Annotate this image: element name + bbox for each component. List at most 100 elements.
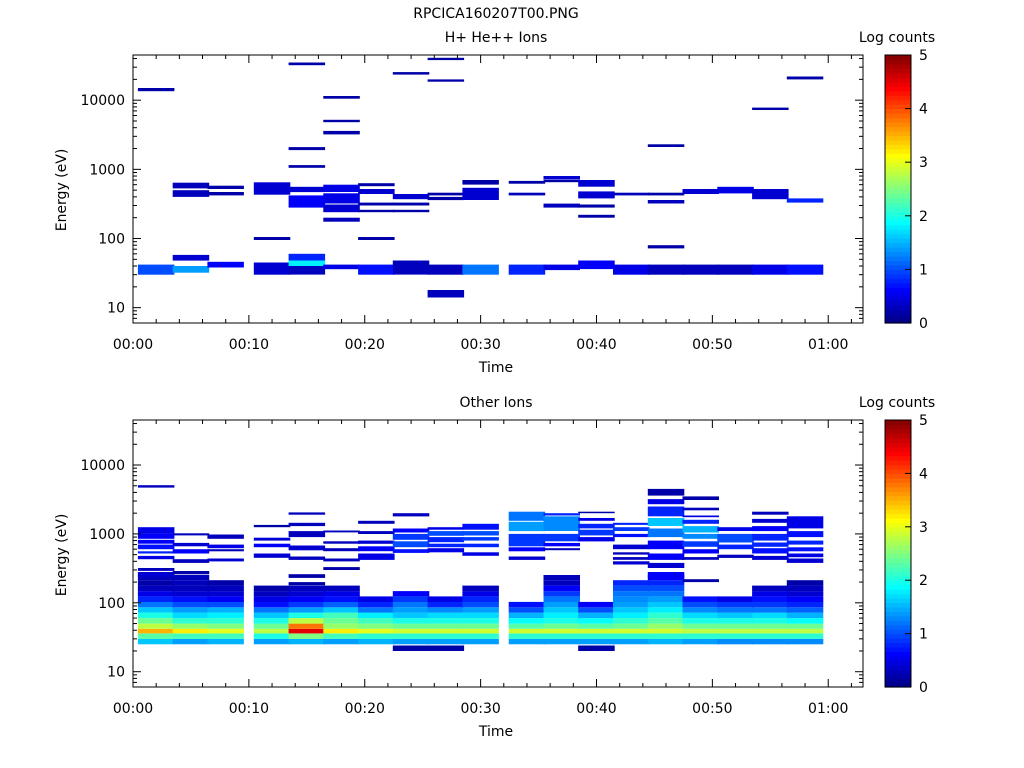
- colorbar-swatch: [885, 424, 911, 430]
- heatmap-cell: [786, 531, 824, 538]
- heatmap-cell: [717, 596, 754, 602]
- heatmap-cell: [253, 601, 291, 608]
- heatmap-cell: [543, 264, 580, 271]
- colorbar-swatch: [885, 59, 911, 65]
- heatmap-cell: [358, 612, 395, 619]
- colorbar-swatch: [885, 309, 911, 315]
- heatmap-cell: [508, 521, 546, 532]
- heatmap-cell: [647, 192, 685, 196]
- colorbar-swatch: [885, 189, 911, 195]
- y-tick-label: 100: [98, 596, 125, 612]
- heatmap-cell: [137, 601, 175, 608]
- colorbar-swatch: [885, 220, 911, 226]
- heatmap-cell: [647, 612, 685, 619]
- colorbar-swatch: [885, 433, 911, 439]
- heatmap-cell: [427, 612, 465, 619]
- heatmap-cell: [543, 575, 580, 581]
- heatmap-cell: [288, 623, 326, 629]
- colorbar-tick-label: 3: [919, 155, 928, 171]
- heatmap-cell: [288, 556, 326, 560]
- colorbar-swatch: [885, 166, 911, 172]
- heatmap-cell: [137, 596, 175, 602]
- colorbar-swatch: [885, 553, 911, 559]
- heatmap-cell: [207, 623, 244, 629]
- colorbar-swatch: [885, 122, 911, 128]
- heatmap-cell: [253, 623, 291, 629]
- colorbar: 0 1 2 3 4 5: [884, 413, 928, 696]
- heatmap-cell: [543, 548, 580, 551]
- heatmap-cell: [752, 601, 789, 608]
- heatmap-cell: [578, 607, 615, 613]
- heatmap-cell: [717, 633, 754, 639]
- colorbar-tick-label: 4: [919, 466, 928, 482]
- heatmap-cell: [508, 628, 546, 634]
- colorbar-swatch: [885, 171, 911, 177]
- heatmap-cell: [288, 601, 326, 608]
- heatmap-cell: [392, 601, 430, 608]
- heatmap-cell: [462, 638, 499, 645]
- heatmap-cell: [647, 553, 685, 560]
- heatmap-cell: [358, 531, 395, 534]
- x-tick-label: 00:30: [460, 701, 500, 717]
- heatmap-cell: [392, 533, 430, 540]
- heatmap-cell: [508, 556, 546, 560]
- colorbar-swatch: [885, 193, 911, 199]
- heatmap-cell: [253, 543, 291, 548]
- colorbar-swatch: [885, 464, 911, 470]
- heatmap-cell: [207, 628, 244, 634]
- heatmap-cell: [358, 202, 395, 206]
- heatmap-cell: [253, 596, 291, 602]
- heatmap-cell: [323, 596, 360, 602]
- colorbar-swatch: [885, 113, 911, 119]
- colorbar-swatch: [885, 157, 911, 163]
- heatmap-cell: [323, 119, 360, 123]
- heatmap-cell: [207, 585, 244, 592]
- heatmap-cell: [392, 72, 430, 75]
- heatmap-cell: [137, 555, 175, 560]
- colorbar: 0 1 2 3 4 5: [884, 48, 928, 332]
- heatmap-cell: [543, 513, 580, 516]
- heatmap-cell: [288, 596, 326, 602]
- colorbar-swatch: [885, 314, 911, 320]
- heatmap-cell: [323, 548, 360, 552]
- heatmap-cell: [137, 628, 175, 634]
- heatmap-cell: [392, 513, 430, 517]
- colorbar-swatch: [885, 296, 911, 302]
- heatmap-cell: [392, 645, 430, 651]
- heatmap-cell: [323, 130, 360, 135]
- heatmap-cell: [462, 633, 499, 639]
- colorbar-swatch: [885, 437, 911, 443]
- colorbar-swatch: [885, 566, 911, 572]
- heatmap-cell: [786, 585, 824, 592]
- heatmap-cell: [172, 266, 210, 273]
- heatmap-cell: [137, 551, 175, 554]
- heatmap-cell: [288, 591, 326, 597]
- heatmap-cell: [253, 618, 291, 624]
- heatmap-cell: [613, 638, 650, 645]
- heatmap-cell: [578, 623, 615, 629]
- heatmap-cell: [543, 596, 580, 602]
- heatmap-cell: [682, 533, 719, 539]
- heatmap-cell: [682, 633, 719, 639]
- colorbar-swatch: [885, 580, 911, 586]
- panel-h-he-ions: H+ He++ Ions Log counts 1010010001000000…: [54, 30, 935, 376]
- heatmap-cell: [137, 544, 175, 550]
- heatmap-cell: [786, 633, 824, 639]
- colorbar-swatch: [885, 606, 911, 612]
- heatmap-cell: [172, 633, 210, 639]
- heatmap-cell: [358, 540, 395, 544]
- heatmap-cell: [137, 264, 175, 275]
- heatmap-cell: [462, 264, 499, 275]
- heatmap-cell: [578, 523, 615, 529]
- colorbar-swatch: [885, 144, 911, 150]
- heatmap-cell: [358, 264, 395, 275]
- heatmap-cell: [543, 585, 580, 592]
- heatmap-cell: [647, 591, 685, 597]
- heatmap-cell: [717, 527, 754, 531]
- colorbar-swatch: [885, 282, 911, 288]
- heatmap-cell: [786, 558, 824, 563]
- heatmap-cell: [207, 591, 244, 597]
- heatmap-cell: [323, 558, 360, 562]
- heatmap-cell: [786, 540, 824, 545]
- heatmap-cell: [462, 187, 499, 200]
